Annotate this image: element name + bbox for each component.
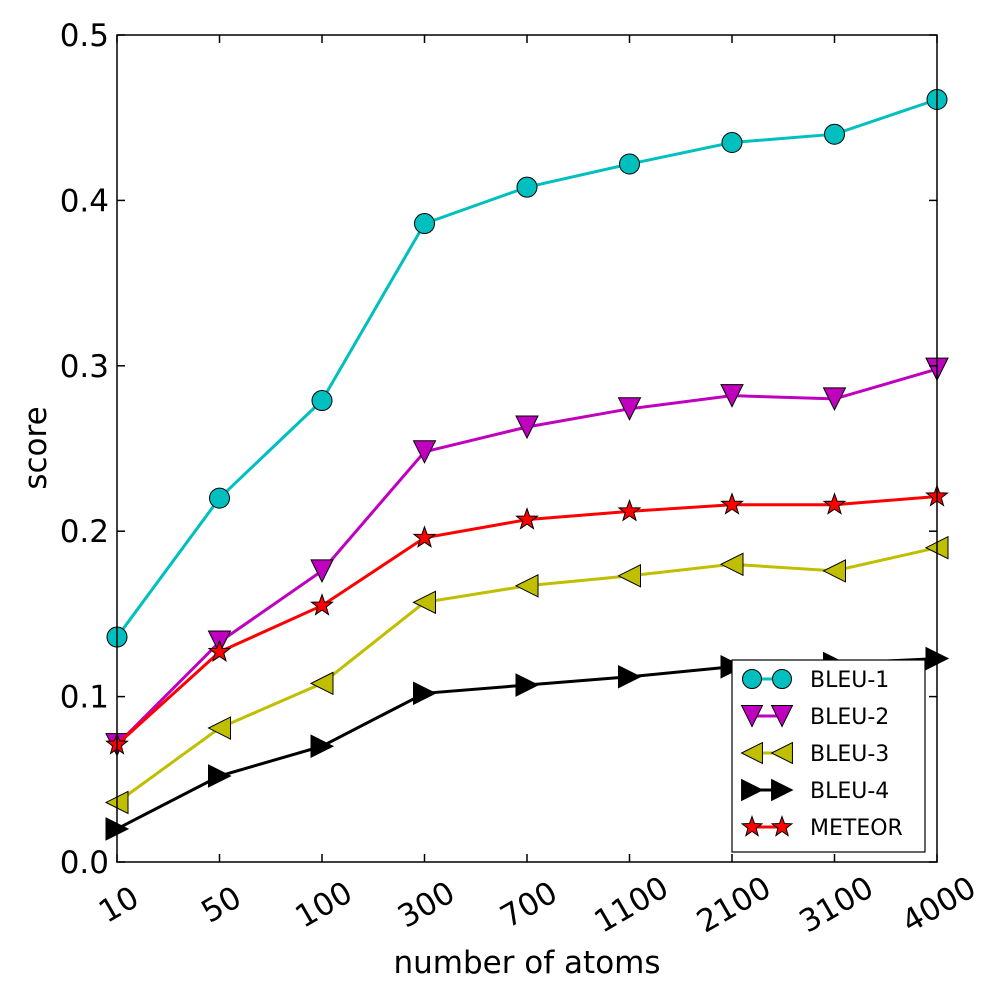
- series-layer: [104, 89, 950, 841]
- data-point: [412, 440, 437, 464]
- y-axis-title: score: [18, 406, 54, 489]
- x-tick-label: 2100: [691, 870, 777, 941]
- legend-marker: [741, 778, 764, 802]
- data-point: [618, 664, 642, 689]
- legend-item: METEOR: [740, 815, 903, 841]
- legend-item: BLEU-4: [741, 778, 889, 804]
- data-point: [720, 492, 744, 515]
- legend-label: BLEU-4: [810, 779, 889, 804]
- data-point: [412, 525, 437, 548]
- y-tick-label: 0.1: [60, 680, 109, 716]
- data-point: [617, 564, 641, 588]
- data-point: [720, 384, 744, 408]
- data-point: [209, 487, 230, 509]
- legend-marker: [772, 669, 792, 689]
- data-point: [515, 673, 540, 697]
- data-point: [412, 590, 436, 615]
- data-point: [515, 507, 539, 530]
- x-axis-title: number of atoms: [393, 945, 660, 981]
- data-point: [309, 671, 334, 696]
- data-point: [822, 559, 846, 583]
- data-point: [207, 639, 232, 662]
- y-tick-label: 0.5: [60, 18, 109, 54]
- legend-marker: [771, 778, 794, 802]
- data-point: [822, 387, 847, 411]
- legend-marker: [770, 815, 794, 837]
- data-point: [310, 593, 334, 616]
- legend-item: BLEU-2: [740, 705, 889, 730]
- x-tick-label: 100: [289, 875, 358, 936]
- data-point: [824, 123, 845, 145]
- x-tick-label: 700: [494, 875, 563, 936]
- legend: BLEU-1 BLEU-2 BLEU-3 BLEU-4 METEOR: [731, 659, 926, 853]
- y-tick-label: 0.0: [60, 845, 109, 881]
- data-point: [619, 153, 640, 175]
- x-tick-label: 1100: [588, 870, 674, 941]
- x-tick-label: 50: [195, 880, 247, 931]
- data-point: [516, 176, 538, 198]
- data-point: [515, 415, 539, 440]
- legend-label: METEOR: [810, 816, 903, 841]
- data-point: [413, 681, 437, 706]
- y-tick-label: 0.3: [60, 349, 109, 385]
- legend-marker: [770, 705, 794, 728]
- data-point: [208, 764, 232, 788]
- y-tick-label: 0.2: [60, 514, 109, 550]
- data-point: [414, 213, 435, 235]
- legend-marker: [740, 741, 763, 765]
- data-point: [514, 573, 539, 598]
- legend-label: BLEU-2: [810, 705, 889, 730]
- data-point: [310, 559, 334, 584]
- x-tick-label: 4000: [896, 870, 982, 941]
- series-meteor: [105, 484, 949, 755]
- data-point: [311, 390, 333, 412]
- y-tick-label: 0.4: [60, 183, 109, 219]
- series-bleu-2: [105, 357, 949, 757]
- x-tick-label: 3100: [793, 870, 879, 941]
- legend-marker: [770, 741, 793, 765]
- x-tick-label: 10: [93, 880, 145, 931]
- legend-label: BLEU-3: [810, 742, 889, 767]
- data-point: [822, 492, 847, 515]
- legend-box: [731, 659, 926, 853]
- legend-marker: [742, 669, 762, 689]
- series-bleu-1: [106, 89, 948, 648]
- legend-marker: [740, 815, 764, 837]
- data-point: [719, 552, 744, 577]
- data-point: [721, 132, 743, 154]
- legend-label: BLEU-1: [810, 668, 889, 693]
- data-point: [617, 498, 642, 522]
- data-point: [617, 397, 642, 421]
- legend-item: BLEU-3: [740, 741, 889, 767]
- data-point: [310, 734, 335, 759]
- legend-marker: [740, 705, 764, 728]
- data-point: [207, 716, 231, 740]
- legend-item: BLEU-1: [742, 668, 889, 693]
- x-tick-label: 300: [392, 875, 461, 936]
